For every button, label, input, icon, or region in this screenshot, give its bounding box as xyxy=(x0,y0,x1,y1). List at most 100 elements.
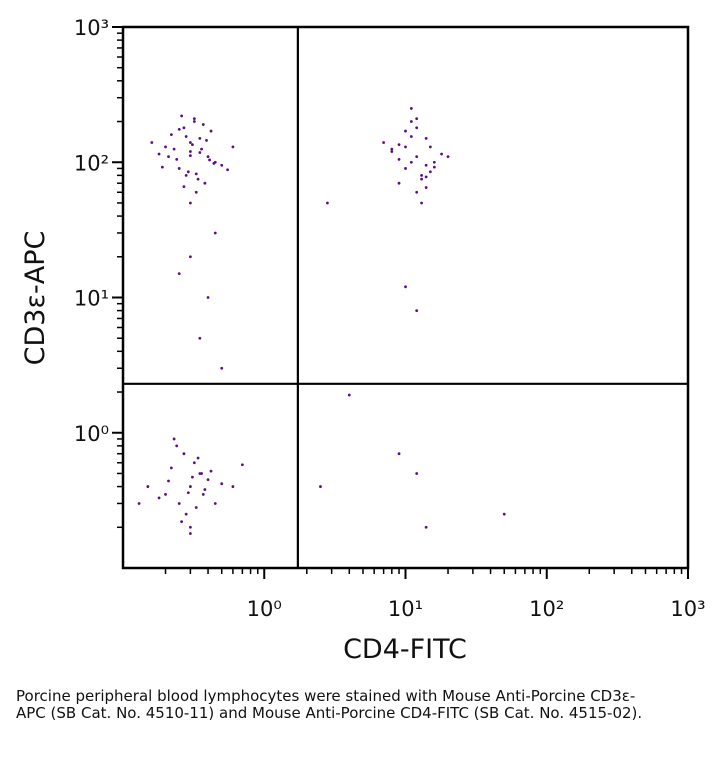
x-tick-label: 10² xyxy=(529,597,564,621)
event-dot xyxy=(188,525,192,529)
event-dot xyxy=(424,163,428,167)
x-tick-label: 10³ xyxy=(670,597,705,621)
event-dot xyxy=(188,154,192,157)
event-dot xyxy=(440,152,443,156)
event-dot xyxy=(194,172,198,176)
event-dot xyxy=(180,114,184,118)
event-dot xyxy=(186,170,190,174)
event-dot xyxy=(203,488,207,491)
y-tick-label: 10⁰ xyxy=(74,422,109,446)
event-dot xyxy=(160,165,164,169)
event-dot xyxy=(186,491,190,495)
event-dot xyxy=(169,466,173,470)
event-dot xyxy=(182,185,186,189)
event-dot xyxy=(347,393,351,397)
event-dot xyxy=(206,155,210,159)
event-dot xyxy=(167,155,170,159)
event-dot xyxy=(182,452,186,456)
event-dot xyxy=(213,231,217,235)
event-dot xyxy=(212,162,216,165)
event-dot xyxy=(198,137,202,140)
event-dot xyxy=(184,135,188,138)
event-dot xyxy=(184,173,188,177)
event-dot xyxy=(209,469,213,473)
y-tick-label: 10¹ xyxy=(74,287,109,311)
event-dot xyxy=(209,129,213,133)
event-dot xyxy=(424,137,428,140)
event-dot xyxy=(203,181,207,185)
event-dot xyxy=(213,502,217,505)
x-tick-label: 10⁰ xyxy=(247,597,282,621)
event-dot xyxy=(404,285,407,289)
event-dot xyxy=(409,135,413,138)
event-dot xyxy=(157,496,161,500)
event-dot xyxy=(191,143,194,147)
event-dot xyxy=(192,461,196,465)
event-dot xyxy=(397,143,401,147)
event-dot xyxy=(188,201,192,205)
event-dot xyxy=(424,186,428,189)
event-dot xyxy=(390,150,394,153)
event-dot xyxy=(415,126,419,130)
event-dot xyxy=(231,145,235,149)
event-dot xyxy=(188,532,192,535)
event-dot xyxy=(404,145,407,149)
event-dot xyxy=(169,133,173,137)
event-dot xyxy=(196,456,200,460)
event-dot xyxy=(409,120,413,123)
event-dot xyxy=(319,485,322,488)
event-dot xyxy=(382,141,386,144)
event-dot xyxy=(415,155,419,159)
x-tick-label: 10¹ xyxy=(388,597,423,621)
event-dot xyxy=(432,160,436,164)
y-tick-label: 10³ xyxy=(74,16,109,40)
event-dot xyxy=(192,117,196,121)
event-dot xyxy=(397,181,401,185)
event-dot xyxy=(184,512,188,516)
event-dot xyxy=(502,512,506,516)
event-dot xyxy=(415,472,419,475)
event-dot xyxy=(206,478,210,482)
event-dot xyxy=(397,157,401,161)
event-dot xyxy=(226,168,229,172)
event-dot xyxy=(188,485,192,488)
event-dot xyxy=(180,520,184,524)
event-dot xyxy=(424,175,428,179)
event-dot xyxy=(415,309,419,313)
event-dot xyxy=(420,201,423,205)
event-dot xyxy=(175,157,179,161)
y-tick-label: 10² xyxy=(74,151,109,175)
event-dot xyxy=(420,177,423,181)
event-dot xyxy=(428,170,432,174)
event-dot xyxy=(167,479,170,483)
y-axis-label: CD3ε-APC xyxy=(20,231,51,366)
event-dot xyxy=(415,117,419,121)
event-dot xyxy=(198,151,202,154)
caption: Porcine peripheral blood lymphocytes wer… xyxy=(16,687,643,722)
event-dot xyxy=(220,366,224,370)
event-dot xyxy=(177,127,181,131)
event-dot xyxy=(192,120,196,123)
event-dot xyxy=(164,493,167,496)
event-dot xyxy=(172,147,176,151)
event-dot xyxy=(164,145,167,149)
event-dot xyxy=(432,165,436,169)
event-dot xyxy=(220,482,224,486)
event-dot xyxy=(205,139,208,142)
event-dot xyxy=(201,123,205,126)
event-dot xyxy=(208,158,211,162)
chart: CD4-FITC CD3ε-APC 10⁰ 10¹ 10² 10³ 10⁰ 10¹ 10² 1… xyxy=(20,16,706,665)
event-dot xyxy=(188,255,192,259)
event-dot xyxy=(446,155,450,159)
event-dot xyxy=(240,463,244,467)
event-dot xyxy=(196,177,200,181)
event-dot xyxy=(191,475,194,479)
event-dot xyxy=(194,506,198,509)
event-dot xyxy=(177,167,181,170)
event-dot xyxy=(390,147,394,151)
x-axis-label: CD4-FITC xyxy=(343,634,467,665)
event-dot xyxy=(409,107,413,110)
event-dot xyxy=(206,296,210,299)
event-dot xyxy=(188,141,192,144)
